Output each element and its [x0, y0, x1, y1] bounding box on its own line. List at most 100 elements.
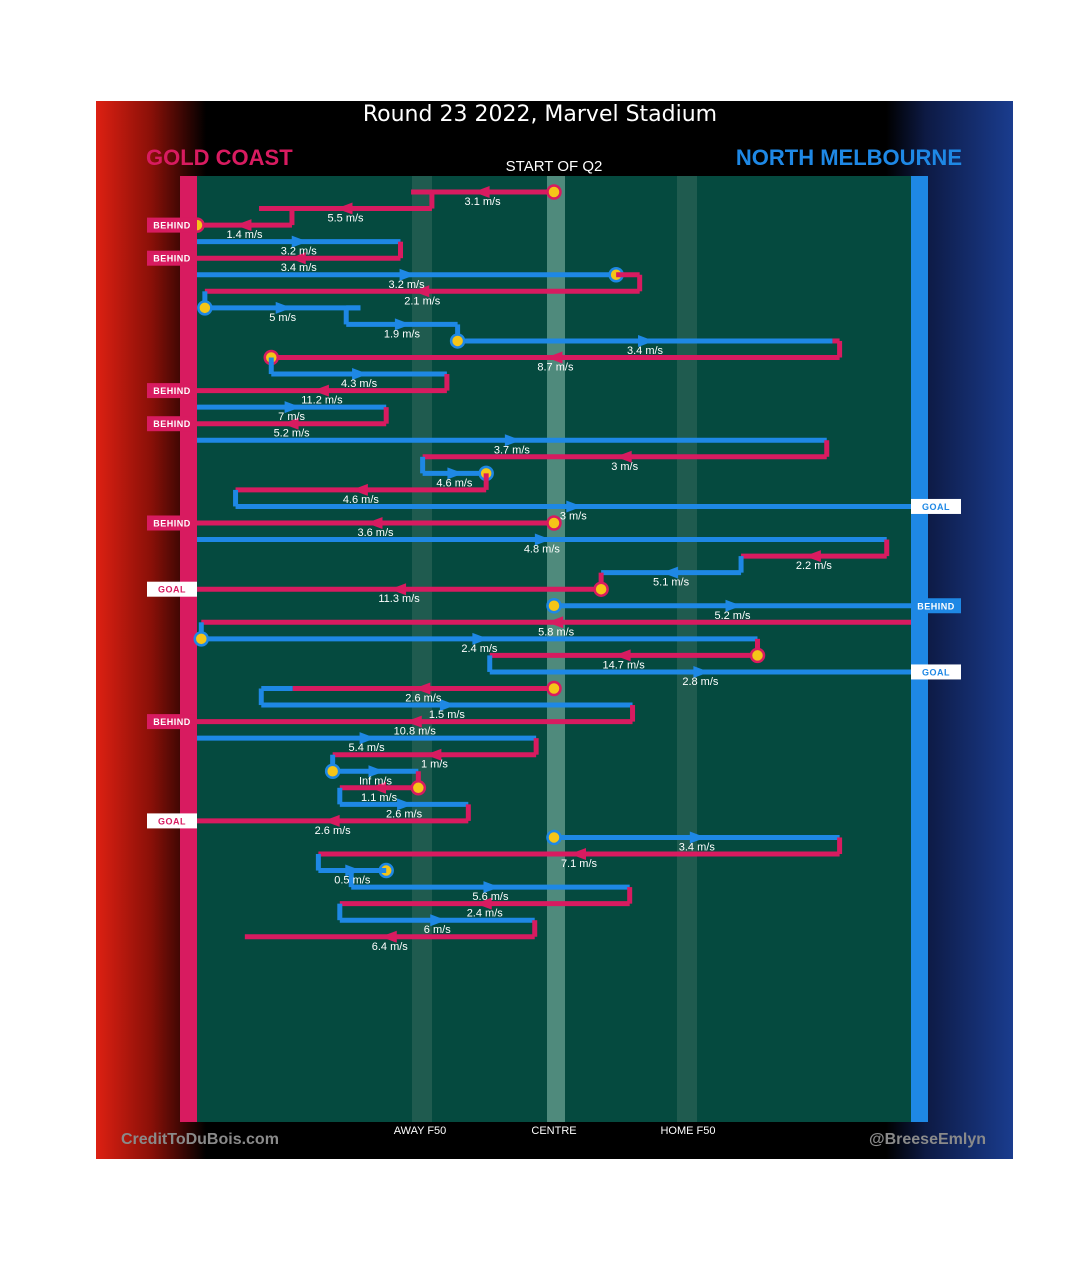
speed-label: 1 m/s	[421, 759, 448, 771]
speed-label: 7.1 m/s	[561, 858, 598, 870]
direction-arrow	[275, 301, 292, 314]
direction-arrow	[390, 583, 407, 596]
direction-arrow	[475, 897, 492, 910]
direction-arrow	[380, 930, 397, 943]
speed-label: 11.2 m/s	[301, 395, 343, 407]
speed-label: 3.1 m/s	[465, 196, 502, 208]
away-f50-line	[412, 176, 432, 1122]
speed-label: 7 m/s	[278, 411, 305, 423]
zone-label-home-f50: HOME F50	[660, 1125, 716, 1137]
direction-arrow	[804, 550, 821, 563]
zone-label-away-f50: AWAY F50	[393, 1125, 447, 1137]
speed-label: 3.4 m/s	[627, 345, 664, 357]
stoppage-marker	[749, 647, 766, 664]
outcome-label: GOAL	[158, 585, 186, 595]
direction-arrow	[352, 368, 369, 381]
chart-title: Round 23 2022, Marvel Stadium	[362, 102, 718, 127]
speed-label: 14.7 m/s	[603, 659, 646, 671]
direction-arrow	[397, 798, 414, 811]
direction-arrow	[638, 334, 655, 347]
speed-label: 2.6 m/s	[405, 693, 442, 705]
team-gold-coast-label: GOLD COAST	[146, 145, 293, 170]
outcome-label: BEHIND	[153, 519, 191, 529]
direction-arrow	[312, 384, 329, 397]
outcome-label: BEHIND	[153, 386, 191, 396]
speed-label: 1.1 m/s	[361, 792, 398, 804]
speed-label: 10.8 m/s	[394, 726, 437, 738]
direction-arrow	[614, 649, 631, 662]
speed-label: 0.5 m/s	[334, 875, 371, 887]
speed-label: 4.3 m/s	[341, 378, 378, 390]
direction-arrow	[359, 732, 376, 745]
direction-arrow	[282, 417, 299, 430]
speed-label: 1.4 m/s	[226, 229, 263, 241]
speed-label: 3.6 m/s	[357, 527, 394, 539]
speed-label: 3.4 m/s	[679, 841, 716, 853]
chart-subtitle: START OF Q2	[505, 158, 603, 175]
team-north-melbourne-label: NORTH MELBOURNE	[735, 145, 962, 170]
speed-label: 8.7 m/s	[537, 362, 574, 374]
direction-arrow	[291, 235, 308, 248]
direction-arrow	[472, 632, 489, 645]
outcome-label: BEHIND	[153, 419, 191, 429]
direction-arrow	[323, 814, 340, 827]
speed-label: 3.7 m/s	[494, 444, 531, 456]
speed-label: 11.3 m/s	[378, 593, 420, 605]
north-melbourne-goal-line	[911, 176, 928, 1122]
stoppage-marker	[546, 598, 562, 614]
direction-arrow	[289, 252, 306, 265]
speed-label: 5.4 m/s	[349, 742, 386, 754]
direction-arrow	[615, 450, 632, 463]
speed-label: 3.2 m/s	[281, 246, 318, 258]
direction-arrow	[689, 831, 706, 844]
direction-arrow	[430, 914, 447, 927]
direction-arrow	[693, 665, 710, 678]
speed-label: 5 m/s	[269, 312, 296, 324]
direction-arrow	[370, 781, 387, 794]
stoppage-marker	[410, 780, 427, 796]
speed-label: 3 m/s	[560, 510, 587, 522]
direction-arrow	[569, 848, 586, 860]
behind-badge	[147, 250, 197, 266]
speed-label: 4.8 m/s	[524, 544, 561, 556]
direction-arrow	[662, 566, 679, 579]
speed-label: 5.2 m/s	[274, 428, 311, 440]
direction-arrow	[447, 467, 464, 480]
stoppage-marker	[193, 631, 210, 647]
speed-label: 6.4 m/s	[372, 941, 409, 953]
speed-label: 2.4 m/s	[461, 643, 498, 655]
speed-label: 1.9 m/s	[384, 328, 421, 340]
speed-label: 1.5 m/s	[429, 709, 466, 721]
direction-arrow	[413, 285, 430, 298]
direction-arrow	[399, 268, 416, 281]
direction-arrow	[504, 434, 521, 447]
stoppage-marker	[546, 184, 562, 200]
stoppage-marker	[197, 300, 213, 316]
speed-label: 5.5 m/s	[327, 213, 364, 225]
stoppage-marker	[546, 515, 562, 531]
direction-arrow	[336, 202, 353, 215]
speed-label: 4.6 m/s	[436, 477, 473, 489]
speed-label: 3 m/s	[611, 461, 638, 473]
stoppage-marker	[546, 829, 562, 846]
gold-coast-goal-line	[180, 176, 197, 1122]
speed-label: 5.6 m/s	[472, 891, 509, 903]
outcome-label: BEHIND	[153, 221, 191, 231]
home-f50-line	[677, 176, 697, 1122]
direction-arrow	[566, 500, 583, 513]
goal-badge	[911, 498, 961, 514]
speed-label: 6 m/s	[424, 924, 451, 936]
speed-label: 5.2 m/s	[714, 610, 751, 622]
goal-badge	[911, 664, 961, 680]
speed-label: 3.2 m/s	[389, 279, 426, 291]
direction-arrow	[368, 765, 385, 778]
direction-arrow	[725, 599, 742, 612]
direction-arrow	[405, 715, 422, 728]
behind-badge	[147, 416, 197, 432]
speed-label: 2.2 m/s	[796, 560, 833, 572]
speed-label: 2.8 m/s	[682, 676, 719, 688]
stoppage-marker	[593, 581, 609, 597]
zone-label-centre: CENTRE	[531, 1125, 577, 1137]
outcome-label: BEHIND	[153, 717, 191, 727]
